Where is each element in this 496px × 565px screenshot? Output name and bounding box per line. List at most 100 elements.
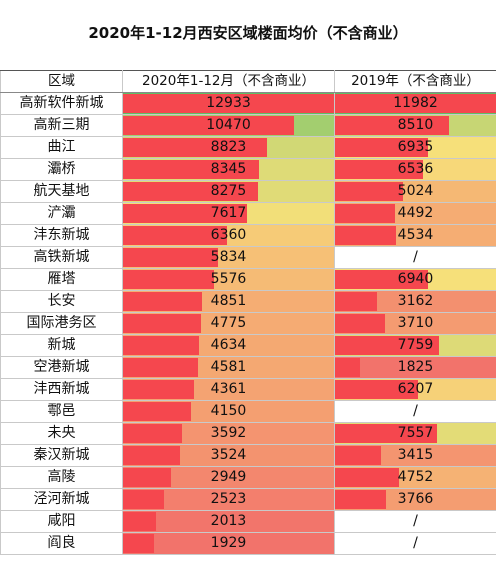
header-2020[interactable]: 2020年1-12月（不含商业） (122, 70, 335, 93)
region-cell[interactable]: 秦汉新城 (0, 444, 123, 467)
price-2020-value: 4150 (210, 403, 247, 419)
price-2020-value: 4775 (210, 315, 247, 331)
price-2020-cell[interactable]: 4634 (122, 334, 335, 357)
data-bar (123, 204, 248, 223)
price-2019-cell[interactable]: 4492 (334, 202, 496, 225)
price-2020-value: 4581 (210, 359, 247, 375)
price-2020-value: 4634 (210, 337, 247, 353)
table-row: 高铁新城 5834 / (0, 246, 496, 269)
table-row: 高新三期 10470 8510 (0, 114, 496, 137)
region-cell[interactable]: 曲江 (0, 136, 123, 159)
data-bar (335, 226, 396, 245)
price-2019-cell[interactable]: 3766 (334, 488, 496, 511)
price-2019-value: 8510 (397, 117, 434, 133)
region-cell[interactable]: 阎良 (0, 532, 123, 555)
region-cell[interactable]: 高新软件新城 (0, 92, 123, 115)
price-2020-cell[interactable]: 5576 (122, 268, 335, 291)
data-bar (123, 468, 172, 487)
region-cell[interactable]: 沣西新城 (0, 378, 123, 401)
price-2019-cell[interactable]: 3162 (334, 290, 496, 313)
region-cell[interactable]: 未央 (0, 422, 123, 445)
region-cell[interactable]: 新城 (0, 334, 123, 357)
price-2019-value: 11982 (393, 95, 438, 111)
data-bar (123, 512, 156, 531)
region-cell[interactable]: 高新三期 (0, 114, 123, 137)
region-cell[interactable]: 浐灞 (0, 202, 123, 225)
table-row: 咸阳 2013 / (0, 510, 496, 533)
price-2019-value: 6207 (397, 381, 434, 397)
price-2019-cell[interactable]: 6940 (334, 268, 496, 291)
price-2019-cell[interactable]: 5024 (334, 180, 496, 203)
price-2019-cell[interactable]: 6536 (334, 158, 496, 181)
price-2020-cell[interactable]: 3592 (122, 422, 335, 445)
price-2019-cell[interactable]: / (334, 532, 496, 555)
region-cell[interactable]: 长安 (0, 290, 123, 313)
price-2019-cell[interactable]: 3415 (334, 444, 496, 467)
data-bar (335, 380, 419, 399)
price-2020-cell[interactable]: 1929 (122, 532, 335, 555)
header-region[interactable]: 区域 (0, 70, 123, 93)
price-2019-cell[interactable]: 6207 (334, 378, 496, 401)
price-table: 区域 2020年1-12月（不含商业） 2019年（不含商业） 高新软件新城 12… (0, 70, 496, 555)
data-bar (123, 336, 199, 355)
region-cell[interactable]: 空港新城 (0, 356, 123, 379)
data-bar (123, 138, 267, 157)
price-2019-cell[interactable]: 11982 (334, 92, 496, 115)
region-cell[interactable]: 雁塔 (0, 268, 123, 291)
price-2019-cell[interactable]: 4752 (334, 466, 496, 489)
table-row: 新城 4634 7759 (0, 334, 496, 357)
region-cell[interactable]: 咸阳 (0, 510, 123, 533)
price-2019-cell[interactable]: 8510 (334, 114, 496, 137)
region-cell[interactable]: 航天基地 (0, 180, 123, 203)
price-2020-cell[interactable]: 4775 (122, 312, 335, 335)
table-row: 泾河新城 2523 3766 (0, 488, 496, 511)
price-2019-cell[interactable]: 7759 (334, 334, 496, 357)
price-2020-cell[interactable]: 2949 (122, 466, 335, 489)
price-2019-cell[interactable]: 1825 (334, 356, 496, 379)
price-2019-cell[interactable]: / (334, 510, 496, 533)
table-row: 未央 3592 7557 (0, 422, 496, 445)
data-bar (123, 94, 334, 113)
region-cell[interactable]: 灞桥 (0, 158, 123, 181)
header-2019[interactable]: 2019年（不含商业） (334, 70, 496, 93)
header-row: 区域 2020年1-12月（不含商业） 2019年（不含商业） (0, 70, 496, 93)
price-2019-cell[interactable]: 4534 (334, 224, 496, 247)
price-2020-cell[interactable]: 2523 (122, 488, 335, 511)
price-2019-cell[interactable]: 7557 (334, 422, 496, 445)
price-2020-value: 6360 (210, 227, 247, 243)
price-2020-cell[interactable]: 4150 (122, 400, 335, 423)
price-2020-cell[interactable]: 7617 (122, 202, 335, 225)
region-cell[interactable]: 沣东新城 (0, 224, 123, 247)
price-2020-value: 4361 (210, 381, 247, 397)
table-row: 空港新城 4581 1825 (0, 356, 496, 379)
price-2020-cell[interactable]: 12933 (122, 92, 335, 115)
price-2019-cell[interactable]: / (334, 400, 496, 423)
price-2020-cell[interactable]: 5834 (122, 246, 335, 269)
region-cell[interactable]: 鄠邑 (0, 400, 123, 423)
region-cell[interactable]: 国际港务区 (0, 312, 123, 335)
data-bar (335, 292, 378, 311)
price-2020-value: 4851 (210, 293, 247, 309)
price-2020-cell[interactable]: 6360 (122, 224, 335, 247)
price-2019-cell[interactable]: / (334, 246, 496, 269)
price-2019-value: 7759 (397, 337, 434, 353)
price-2020-cell[interactable]: 2013 (122, 510, 335, 533)
region-cell[interactable]: 泾河新城 (0, 488, 123, 511)
price-2020-value: 10470 (206, 117, 251, 133)
price-2020-cell[interactable]: 8275 (122, 180, 335, 203)
price-2019-cell[interactable]: 6935 (334, 136, 496, 159)
price-2020-cell[interactable]: 8345 (122, 158, 335, 181)
price-2020-value: 5576 (210, 271, 247, 287)
price-2020-cell[interactable]: 4851 (122, 290, 335, 313)
data-bar (123, 446, 181, 465)
price-2019-cell[interactable]: 3710 (334, 312, 496, 335)
region-cell[interactable]: 高铁新城 (0, 246, 123, 269)
region-cell[interactable]: 高陵 (0, 466, 123, 489)
price-2020-cell[interactable]: 8823 (122, 136, 335, 159)
price-2020-cell[interactable]: 4361 (122, 378, 335, 401)
price-2020-cell[interactable]: 3524 (122, 444, 335, 467)
price-2020-cell[interactable]: 10470 (122, 114, 335, 137)
price-2020-value: 7617 (210, 205, 247, 221)
price-2020-cell[interactable]: 4581 (122, 356, 335, 379)
